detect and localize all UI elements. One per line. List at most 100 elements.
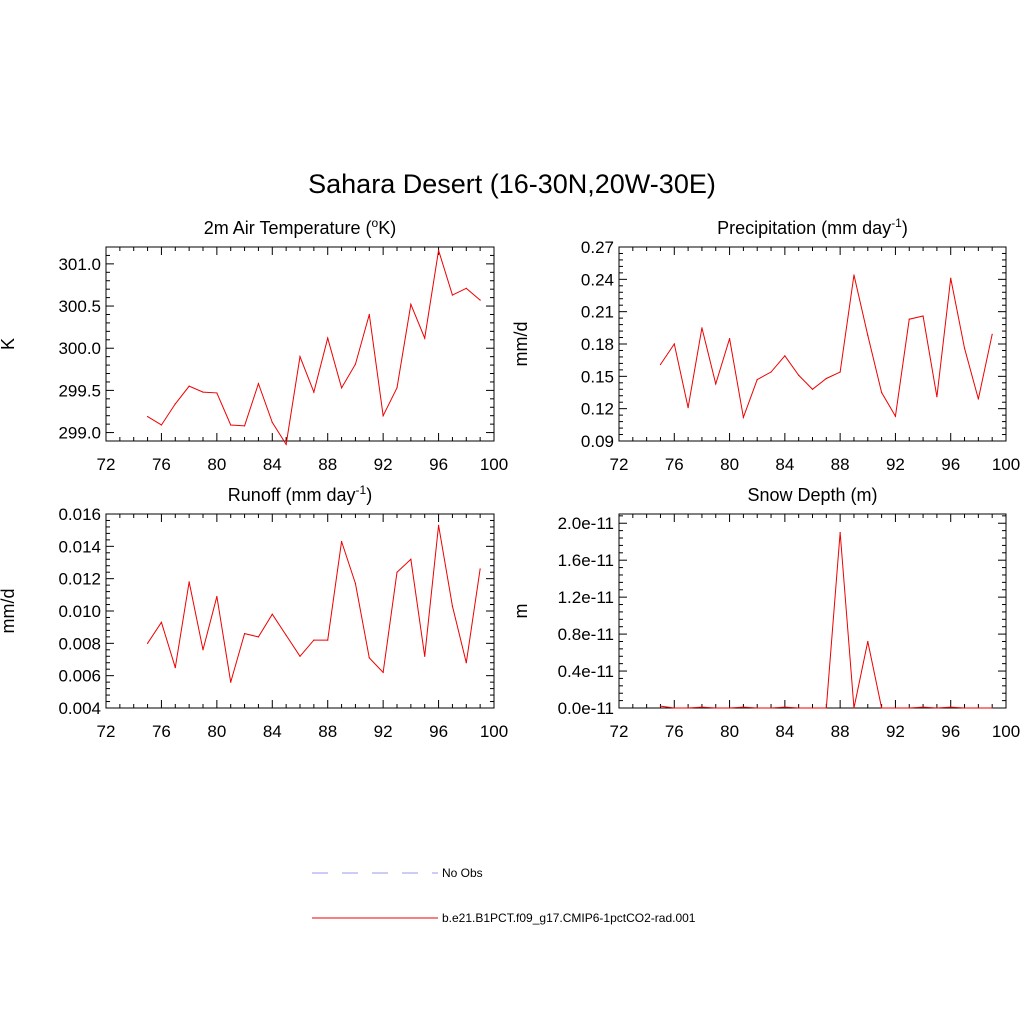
x-tick-label: 80 — [207, 455, 226, 474]
series-line — [660, 532, 993, 709]
data-point — [991, 333, 993, 335]
data-point — [881, 707, 883, 709]
y-tick-label: 0.012 — [58, 570, 101, 589]
panel-title-end: ) — [366, 485, 372, 505]
x-tick-label: 72 — [97, 455, 116, 474]
data-point — [673, 707, 675, 709]
y-tick-label: 1.6e-11 — [558, 551, 614, 570]
data-point — [410, 558, 412, 560]
plot-frame — [105, 513, 495, 709]
x-tick-label: 88 — [831, 722, 850, 741]
data-point — [382, 415, 384, 417]
panel-title-text: Runoff (mm day — [228, 485, 356, 505]
data-point — [327, 639, 329, 641]
legend-label: No Obs — [442, 866, 483, 880]
y-tick-label: 0.12 — [581, 400, 614, 419]
data-point — [881, 391, 883, 394]
panel-title-text: 2m Air Temperature ( — [204, 218, 372, 238]
data-point — [437, 524, 440, 526]
data-point — [285, 634, 287, 636]
x-tick-label: 92 — [374, 455, 393, 474]
data-point — [894, 415, 897, 417]
data-point — [368, 313, 370, 316]
x-tick-label: 84 — [775, 722, 794, 741]
data-point — [146, 415, 149, 418]
x-tick-label: 96 — [429, 455, 448, 474]
y-tick-label: 0.008 — [58, 634, 101, 653]
data-point — [977, 707, 979, 709]
x-tick-label: 76 — [665, 722, 684, 741]
x-tick-label: 80 — [720, 455, 739, 474]
data-point — [742, 416, 744, 418]
y-tick-label: 0.010 — [58, 602, 101, 621]
panel-title-end: K) — [378, 218, 396, 238]
data-point — [673, 343, 675, 345]
x-tick-label: 100 — [992, 455, 1020, 474]
data-point — [908, 318, 910, 320]
data-point — [784, 706, 786, 708]
y-tick-label: 300.0 — [58, 339, 101, 358]
legend: No Obs b.e21.B1PCT.f09_g17.CMIP6-1pctCO2-… — [312, 866, 696, 925]
data-point — [715, 707, 717, 709]
series-line — [660, 274, 993, 420]
panel-title: Snow Depth (m) — [747, 485, 877, 505]
data-point — [396, 571, 398, 573]
data-point — [479, 568, 481, 570]
x-tick-label: 96 — [941, 722, 960, 741]
data-point — [451, 605, 454, 607]
y-axis-label: mm/d — [511, 322, 531, 367]
y-tick-label: 299.0 — [58, 424, 101, 443]
data-point — [977, 398, 979, 400]
data-point — [368, 657, 370, 659]
x-tick-label: 88 — [318, 722, 337, 741]
x-tick-label: 100 — [992, 722, 1020, 741]
data-point — [313, 391, 315, 393]
y-axis-label: K — [0, 338, 18, 350]
y-tick-label: 1.2e-11 — [558, 588, 614, 607]
y-tick-label: 0.21 — [581, 303, 614, 322]
data-point — [299, 655, 301, 657]
data-point — [728, 338, 731, 340]
y-tick-label: 2.0e-11 — [558, 514, 614, 533]
data-point — [230, 681, 232, 683]
y-tick-label: 0.004 — [58, 699, 101, 718]
series-line — [147, 525, 481, 683]
data-point — [313, 639, 315, 641]
y-tick-label: 301.0 — [58, 255, 101, 274]
y-tick-label: 0.014 — [58, 537, 101, 556]
data-point — [437, 249, 440, 251]
x-tick-label: 84 — [775, 455, 794, 474]
x-tick-label: 96 — [941, 455, 960, 474]
x-tick-label: 76 — [665, 455, 684, 474]
y-tick-label: 0.15 — [581, 367, 614, 386]
data-point — [963, 707, 966, 709]
data-point — [811, 707, 814, 709]
data-point — [285, 443, 287, 445]
data-point — [811, 388, 814, 390]
x-tick-label: 80 — [720, 722, 739, 741]
data-point — [174, 666, 176, 669]
x-tick-label: 92 — [886, 455, 905, 474]
data-point — [908, 707, 910, 709]
x-tick-label: 88 — [318, 455, 337, 474]
data-point — [146, 642, 149, 644]
y-tick-label: 0.016 — [58, 505, 101, 524]
data-point — [410, 303, 412, 305]
data-point — [701, 706, 703, 708]
panel-title: Precipitation (mm day-1) — [717, 216, 908, 238]
data-point — [424, 655, 426, 657]
x-tick-label: 100 — [480, 722, 508, 741]
panel-title: Runoff (mm day-1) — [228, 483, 372, 505]
x-tick-label: 72 — [97, 722, 116, 741]
data-point — [701, 327, 703, 329]
data-point — [465, 287, 467, 289]
x-tick-label: 96 — [429, 722, 448, 741]
data-point — [798, 707, 800, 709]
data-point — [936, 396, 938, 398]
plot-frame — [105, 246, 495, 442]
x-tick-label: 92 — [374, 722, 393, 741]
x-tick-label: 88 — [831, 455, 850, 474]
x-tick-label: 92 — [886, 722, 905, 741]
panel-2: Precipitation (mm day-1) 72 76 80 84 88 92 96 10… — [511, 216, 1020, 474]
data-point — [922, 315, 924, 317]
